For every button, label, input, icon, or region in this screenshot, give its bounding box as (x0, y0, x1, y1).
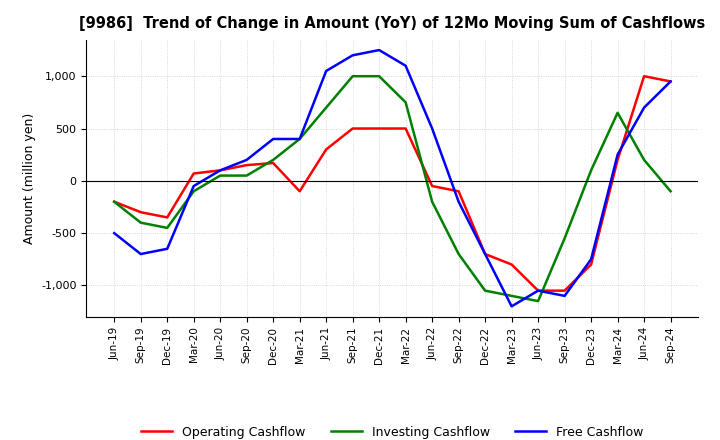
Investing Cashflow (481, 288, 490, 293)
Operating Cashflow (640, 73, 649, 79)
Line: Free Cashflow: Free Cashflow (114, 50, 670, 306)
Title: [9986]  Trend of Change in Amount (YoY) of 12Mo Moving Sum of Cashflows: [9986] Trend of Change in Amount (YoY) o… (79, 16, 706, 32)
Free Cashflow (587, 257, 595, 262)
Operating Cashflow (136, 209, 145, 215)
Operating Cashflow (587, 262, 595, 267)
Investing Cashflow (587, 168, 595, 173)
Free Cashflow (348, 53, 357, 58)
Investing Cashflow (560, 236, 569, 241)
Operating Cashflow (375, 126, 384, 131)
Investing Cashflow (640, 157, 649, 162)
Investing Cashflow (454, 251, 463, 257)
Line: Investing Cashflow: Investing Cashflow (114, 76, 670, 301)
Operating Cashflow (401, 126, 410, 131)
Y-axis label: Amount (million yen): Amount (million yen) (22, 113, 35, 244)
Investing Cashflow (269, 157, 277, 162)
Investing Cashflow (110, 199, 119, 204)
Free Cashflow (401, 63, 410, 68)
Operating Cashflow (243, 162, 251, 168)
Free Cashflow (613, 152, 622, 158)
Investing Cashflow (666, 189, 675, 194)
Investing Cashflow (401, 100, 410, 105)
Investing Cashflow (136, 220, 145, 225)
Free Cashflow (428, 126, 436, 131)
Investing Cashflow (613, 110, 622, 115)
Operating Cashflow (454, 189, 463, 194)
Free Cashflow (534, 288, 542, 293)
Operating Cashflow (481, 251, 490, 257)
Operating Cashflow (613, 157, 622, 162)
Operating Cashflow (110, 199, 119, 204)
Operating Cashflow (508, 262, 516, 267)
Investing Cashflow (428, 199, 436, 204)
Investing Cashflow (216, 173, 225, 178)
Investing Cashflow (375, 73, 384, 79)
Operating Cashflow (216, 168, 225, 173)
Free Cashflow (110, 231, 119, 236)
Free Cashflow (216, 168, 225, 173)
Investing Cashflow (189, 189, 198, 194)
Free Cashflow (454, 199, 463, 204)
Operating Cashflow (189, 171, 198, 176)
Free Cashflow (136, 251, 145, 257)
Line: Operating Cashflow: Operating Cashflow (114, 76, 670, 291)
Operating Cashflow (428, 183, 436, 189)
Free Cashflow (508, 304, 516, 309)
Operating Cashflow (269, 161, 277, 166)
Investing Cashflow (295, 136, 304, 142)
Free Cashflow (269, 136, 277, 142)
Operating Cashflow (534, 288, 542, 293)
Legend: Operating Cashflow, Investing Cashflow, Free Cashflow: Operating Cashflow, Investing Cashflow, … (136, 421, 649, 440)
Investing Cashflow (243, 173, 251, 178)
Operating Cashflow (322, 147, 330, 152)
Investing Cashflow (534, 298, 542, 304)
Free Cashflow (295, 136, 304, 142)
Free Cashflow (560, 293, 569, 298)
Free Cashflow (189, 183, 198, 189)
Free Cashflow (163, 246, 171, 251)
Operating Cashflow (163, 215, 171, 220)
Free Cashflow (640, 105, 649, 110)
Investing Cashflow (163, 225, 171, 231)
Investing Cashflow (322, 105, 330, 110)
Investing Cashflow (508, 293, 516, 298)
Free Cashflow (322, 68, 330, 73)
Operating Cashflow (666, 79, 675, 84)
Free Cashflow (481, 251, 490, 257)
Investing Cashflow (348, 73, 357, 79)
Free Cashflow (375, 48, 384, 53)
Operating Cashflow (295, 189, 304, 194)
Operating Cashflow (560, 288, 569, 293)
Operating Cashflow (348, 126, 357, 131)
Free Cashflow (666, 79, 675, 84)
Free Cashflow (243, 157, 251, 162)
